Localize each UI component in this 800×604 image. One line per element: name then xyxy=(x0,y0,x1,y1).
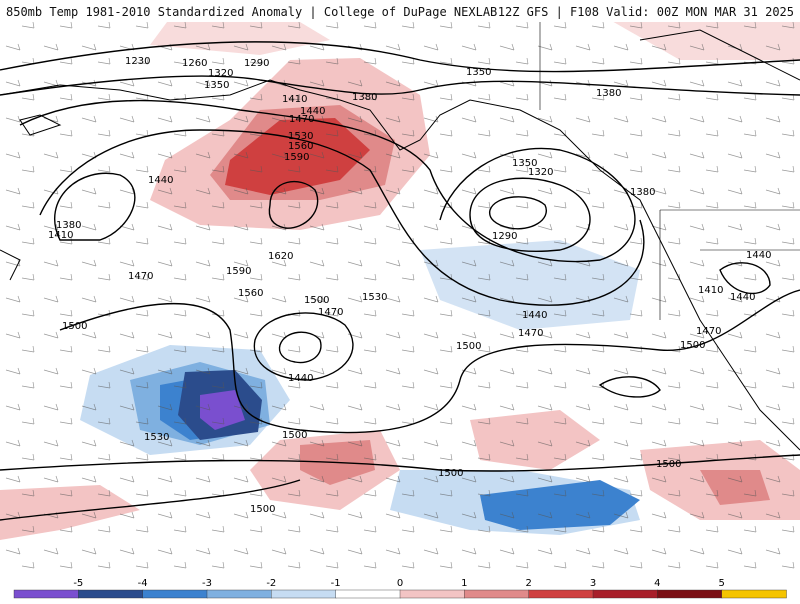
contour-label: 1410 xyxy=(698,285,723,296)
colorbar-tick-label: 3 xyxy=(590,578,596,589)
closed-contour xyxy=(719,262,771,295)
contour-label: 1380 xyxy=(56,220,81,231)
contour-label: 1440 xyxy=(288,373,313,384)
contour-label: 1260 xyxy=(182,58,207,69)
colorbar-tick-label: -1 xyxy=(331,578,341,589)
state-borders xyxy=(659,209,800,320)
wind-barbs xyxy=(0,22,800,574)
colorbar-tick-label: -3 xyxy=(202,578,212,589)
contour-label: 1380 xyxy=(596,88,621,99)
contour-label: 1530 xyxy=(144,432,169,443)
colorbar-swatch xyxy=(464,589,530,599)
contour-label: 1410 xyxy=(48,230,73,241)
contour-label: 1500 xyxy=(680,340,705,351)
coastlines xyxy=(0,20,800,451)
colorbar-swatch xyxy=(528,589,594,599)
contour-label: 1530 xyxy=(288,131,313,142)
contour xyxy=(0,454,800,472)
closed-low-gulf-alaska xyxy=(469,177,591,252)
contour xyxy=(0,75,800,96)
colorbar-swatches xyxy=(13,589,787,599)
colorbar-tick-label: 1 xyxy=(461,578,467,589)
colorbar: -5 -4 -3 -2 -1 0 1 2 3 4 5 xyxy=(0,574,800,600)
contour xyxy=(39,129,645,306)
contour-label: 1470 xyxy=(289,114,314,125)
contour-label: 1290 xyxy=(244,58,269,69)
contour-label: 1350 xyxy=(512,158,537,169)
closed-contour xyxy=(598,376,661,398)
contour-label: 1440 xyxy=(522,310,547,321)
contour-label: 1500 xyxy=(656,459,681,470)
colorbar-swatch xyxy=(13,589,80,599)
closed-high xyxy=(268,180,319,229)
contour-label: 1530 xyxy=(362,292,387,303)
colorbar-swatch xyxy=(335,589,401,599)
closed-low-central xyxy=(253,312,354,381)
closed-low-central-inner xyxy=(278,331,322,364)
colorbar-swatch xyxy=(592,589,659,599)
colorbar-tick-label: -4 xyxy=(138,578,148,589)
contour-label: 1470 xyxy=(518,328,543,339)
model-valid-time: 12Z GFS | F108 Valid: 00Z MON MAR 31 202… xyxy=(497,5,794,19)
colorbar-swatch xyxy=(721,589,787,599)
map-title: 850mb Temp 1981-2010 Standardized Anomal… xyxy=(6,5,498,19)
closed-low-west xyxy=(54,172,136,241)
contour xyxy=(0,479,301,521)
contour-label: 1380 xyxy=(630,187,655,198)
contour-label: 1320 xyxy=(528,167,553,178)
colorbar-swatch xyxy=(142,589,208,599)
contour-label: 1440 xyxy=(730,292,755,303)
contour-label: 1470 xyxy=(318,307,343,318)
colorbar-tick-label: -2 xyxy=(266,578,276,589)
contour-labels: 1230 1260 1290 1320 1350 1350 1380 1380 … xyxy=(48,56,771,515)
contour-label: 1500 xyxy=(62,321,87,332)
contour-label: 1560 xyxy=(238,288,263,299)
colorbar-tick-label: -5 xyxy=(73,578,83,589)
contour xyxy=(0,41,800,73)
colorbar-swatch xyxy=(399,589,466,599)
contour-label: 1590 xyxy=(284,152,309,163)
height-contours xyxy=(0,41,800,521)
colorbar-tick-label: 5 xyxy=(718,578,724,589)
contour-label: 1620 xyxy=(268,251,293,262)
closed-low-center xyxy=(488,196,548,230)
contour-label: 1440 xyxy=(746,250,771,261)
map-canvas: 1230 1260 1290 1320 1350 1350 1380 1380 … xyxy=(0,18,800,574)
contour xyxy=(59,289,800,434)
contour-label: 1350 xyxy=(204,80,229,91)
colorbar-swatch xyxy=(271,589,337,599)
contour-label: 1500 xyxy=(304,295,329,306)
contour-label: 1230 xyxy=(125,56,150,67)
kamchatka-coastline xyxy=(0,114,62,281)
colorbar-tick-label: 2 xyxy=(525,578,531,589)
contour-label: 1350 xyxy=(466,67,491,78)
contour-label: 1560 xyxy=(288,141,313,152)
canada-arctic-coastline xyxy=(639,29,800,81)
colorbar-swatch xyxy=(657,589,723,599)
colorbar-swatch xyxy=(206,589,273,599)
contour-label: 1440 xyxy=(148,175,173,186)
contour-label: 1470 xyxy=(128,271,153,282)
colorbar-canvas: -5 -4 -3 -2 -1 0 1 2 3 4 5 xyxy=(13,578,787,599)
header-bar: 850mb Temp 1981-2010 Standardized Anomal… xyxy=(0,0,800,22)
contour-label: 1440 xyxy=(300,106,325,117)
contour-label: 1320 xyxy=(208,68,233,79)
contour-label: 1470 xyxy=(696,326,721,337)
contour-label: 1410 xyxy=(282,94,307,105)
north-pacific-coastline xyxy=(0,79,800,451)
contour-label: 1590 xyxy=(226,266,251,277)
map-area: 1230 1260 1290 1320 1350 1350 1380 1380 … xyxy=(0,18,800,574)
contour-label: 1500 xyxy=(438,468,463,479)
colorbar-swatch xyxy=(78,589,144,599)
contour-label: 1380 xyxy=(352,92,377,103)
contour xyxy=(19,99,636,263)
contour-label: 1290 xyxy=(492,231,517,242)
colorbar-tick-label: 0 xyxy=(397,578,403,589)
contour-label: 1500 xyxy=(456,341,481,352)
contour-label: 1500 xyxy=(282,430,307,441)
colorbar-tick-label: 4 xyxy=(654,578,660,589)
colorbar-tick-labels: -5 -4 -3 -2 -1 0 1 2 3 4 5 xyxy=(73,578,725,589)
contour-label: 1500 xyxy=(250,504,275,515)
